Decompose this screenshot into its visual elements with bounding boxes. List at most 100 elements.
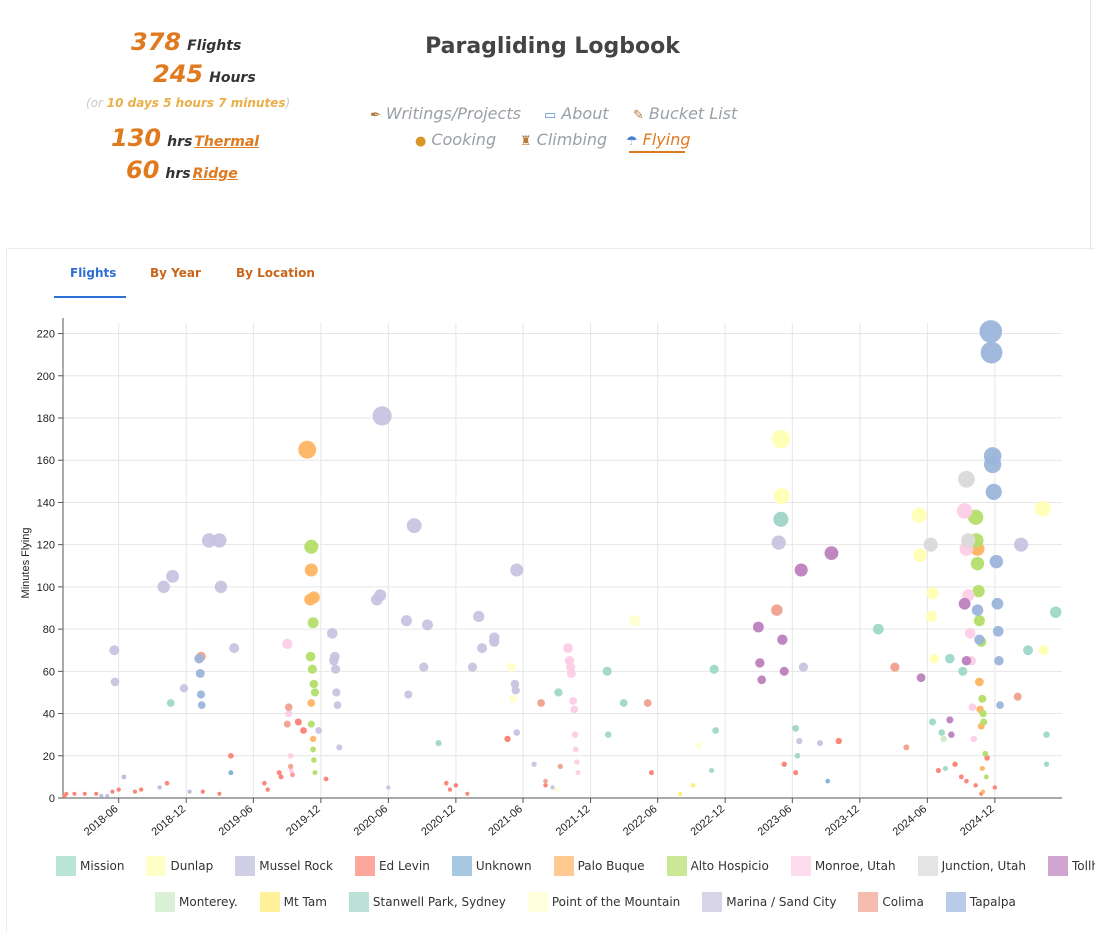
data-point[interactable]	[511, 686, 520, 695]
data-point[interactable]	[945, 653, 955, 664]
data-point[interactable]	[435, 740, 442, 747]
data-point[interactable]	[979, 765, 985, 772]
data-point[interactable]	[992, 785, 998, 790]
data-point[interactable]	[315, 727, 323, 734]
data-point[interactable]	[287, 752, 294, 759]
data-point[interactable]	[132, 789, 138, 794]
nav-writings-projects[interactable]: ✒ Writings/Projects	[370, 104, 521, 123]
data-point[interactable]	[983, 455, 1002, 474]
data-point[interactable]	[569, 696, 578, 705]
thermal-link[interactable]: Thermal	[194, 134, 260, 150]
data-point[interactable]	[166, 699, 175, 707]
data-point[interactable]	[935, 768, 941, 774]
data-point[interactable]	[958, 774, 964, 780]
data-point[interactable]	[619, 699, 628, 707]
data-point[interactable]	[265, 787, 270, 792]
data-point[interactable]	[282, 638, 293, 649]
data-point[interactable]	[330, 651, 340, 662]
data-point[interactable]	[970, 556, 985, 571]
data-point[interactable]	[771, 535, 786, 550]
data-point[interactable]	[229, 643, 240, 654]
data-point[interactable]	[217, 791, 222, 796]
data-point[interactable]	[777, 634, 788, 645]
data-point[interactable]	[473, 610, 485, 623]
data-point[interactable]	[991, 597, 1004, 610]
data-point[interactable]	[531, 761, 537, 767]
data-point[interactable]	[201, 533, 217, 548]
data-point[interactable]	[958, 597, 971, 610]
data-point[interactable]	[333, 701, 342, 709]
data-point[interactable]	[196, 690, 206, 699]
data-point[interactable]	[994, 656, 1004, 666]
data-point[interactable]	[757, 675, 767, 685]
data-point[interactable]	[374, 589, 387, 602]
data-point[interactable]	[311, 757, 317, 763]
data-point[interactable]	[1013, 692, 1022, 701]
data-point[interactable]	[228, 752, 234, 759]
data-point[interactable]	[948, 731, 955, 738]
data-point[interactable]	[978, 694, 987, 703]
data-point[interactable]	[773, 488, 790, 505]
data-point[interactable]	[323, 776, 329, 782]
data-point[interactable]	[94, 791, 99, 796]
data-point[interactable]	[121, 774, 127, 780]
data-point[interactable]	[443, 780, 449, 786]
data-point[interactable]	[983, 774, 989, 780]
data-point[interactable]	[287, 763, 294, 769]
data-point[interactable]	[105, 793, 110, 798]
data-point[interactable]	[940, 735, 947, 743]
data-point[interactable]	[816, 740, 824, 747]
nav-bucket-list[interactable]: ✎ Bucket List	[633, 104, 737, 123]
data-point[interactable]	[1013, 537, 1029, 552]
data-point[interactable]	[157, 785, 162, 790]
data-point[interactable]	[554, 787, 560, 792]
data-point[interactable]	[513, 729, 521, 736]
tab-by-location[interactable]: By Location	[236, 266, 315, 280]
data-point[interactable]	[958, 666, 968, 676]
data-point[interactable]	[419, 662, 429, 672]
data-point[interactable]	[771, 604, 783, 616]
data-point[interactable]	[278, 774, 284, 780]
data-point[interactable]	[979, 320, 1003, 343]
data-point[interactable]	[980, 718, 988, 726]
data-point[interactable]	[304, 563, 318, 577]
data-point[interactable]	[1043, 731, 1050, 738]
data-point[interactable]	[973, 783, 978, 788]
data-point[interactable]	[982, 750, 989, 757]
data-point[interactable]	[554, 688, 563, 697]
data-point[interactable]	[648, 770, 654, 776]
data-point[interactable]	[489, 632, 500, 643]
data-point[interactable]	[793, 770, 799, 776]
data-point[interactable]	[307, 617, 319, 629]
data-point[interactable]	[336, 744, 343, 751]
data-point[interactable]	[712, 727, 719, 734]
nav-climbing[interactable]: ♜ Climbing	[520, 130, 607, 149]
data-point[interactable]	[835, 737, 842, 745]
data-point[interactable]	[956, 503, 973, 519]
data-point[interactable]	[312, 770, 318, 776]
data-point[interactable]	[214, 580, 228, 594]
data-point[interactable]	[305, 651, 316, 662]
data-point[interactable]	[372, 406, 392, 426]
data-point[interactable]	[298, 440, 317, 459]
data-point[interactable]	[755, 658, 765, 668]
data-point[interactable]	[537, 699, 546, 707]
data-point[interactable]	[406, 518, 422, 534]
data-point[interactable]	[571, 731, 579, 738]
data-point[interactable]	[913, 548, 927, 563]
data-point[interactable]	[200, 789, 205, 794]
data-point[interactable]	[992, 625, 1004, 637]
nav-cooking[interactable]: ● Cooking	[415, 130, 496, 149]
data-point[interactable]	[928, 718, 937, 726]
data-point[interactable]	[228, 770, 234, 776]
data-point[interactable]	[938, 729, 946, 736]
data-point[interactable]	[709, 664, 719, 674]
data-point[interactable]	[798, 662, 809, 672]
data-point[interactable]	[453, 783, 459, 788]
data-point[interactable]	[690, 783, 696, 788]
data-point[interactable]	[781, 761, 787, 767]
data-point[interactable]	[543, 778, 548, 784]
data-point[interactable]	[283, 720, 291, 728]
data-point[interactable]	[422, 619, 433, 631]
data-point[interactable]	[792, 724, 800, 732]
